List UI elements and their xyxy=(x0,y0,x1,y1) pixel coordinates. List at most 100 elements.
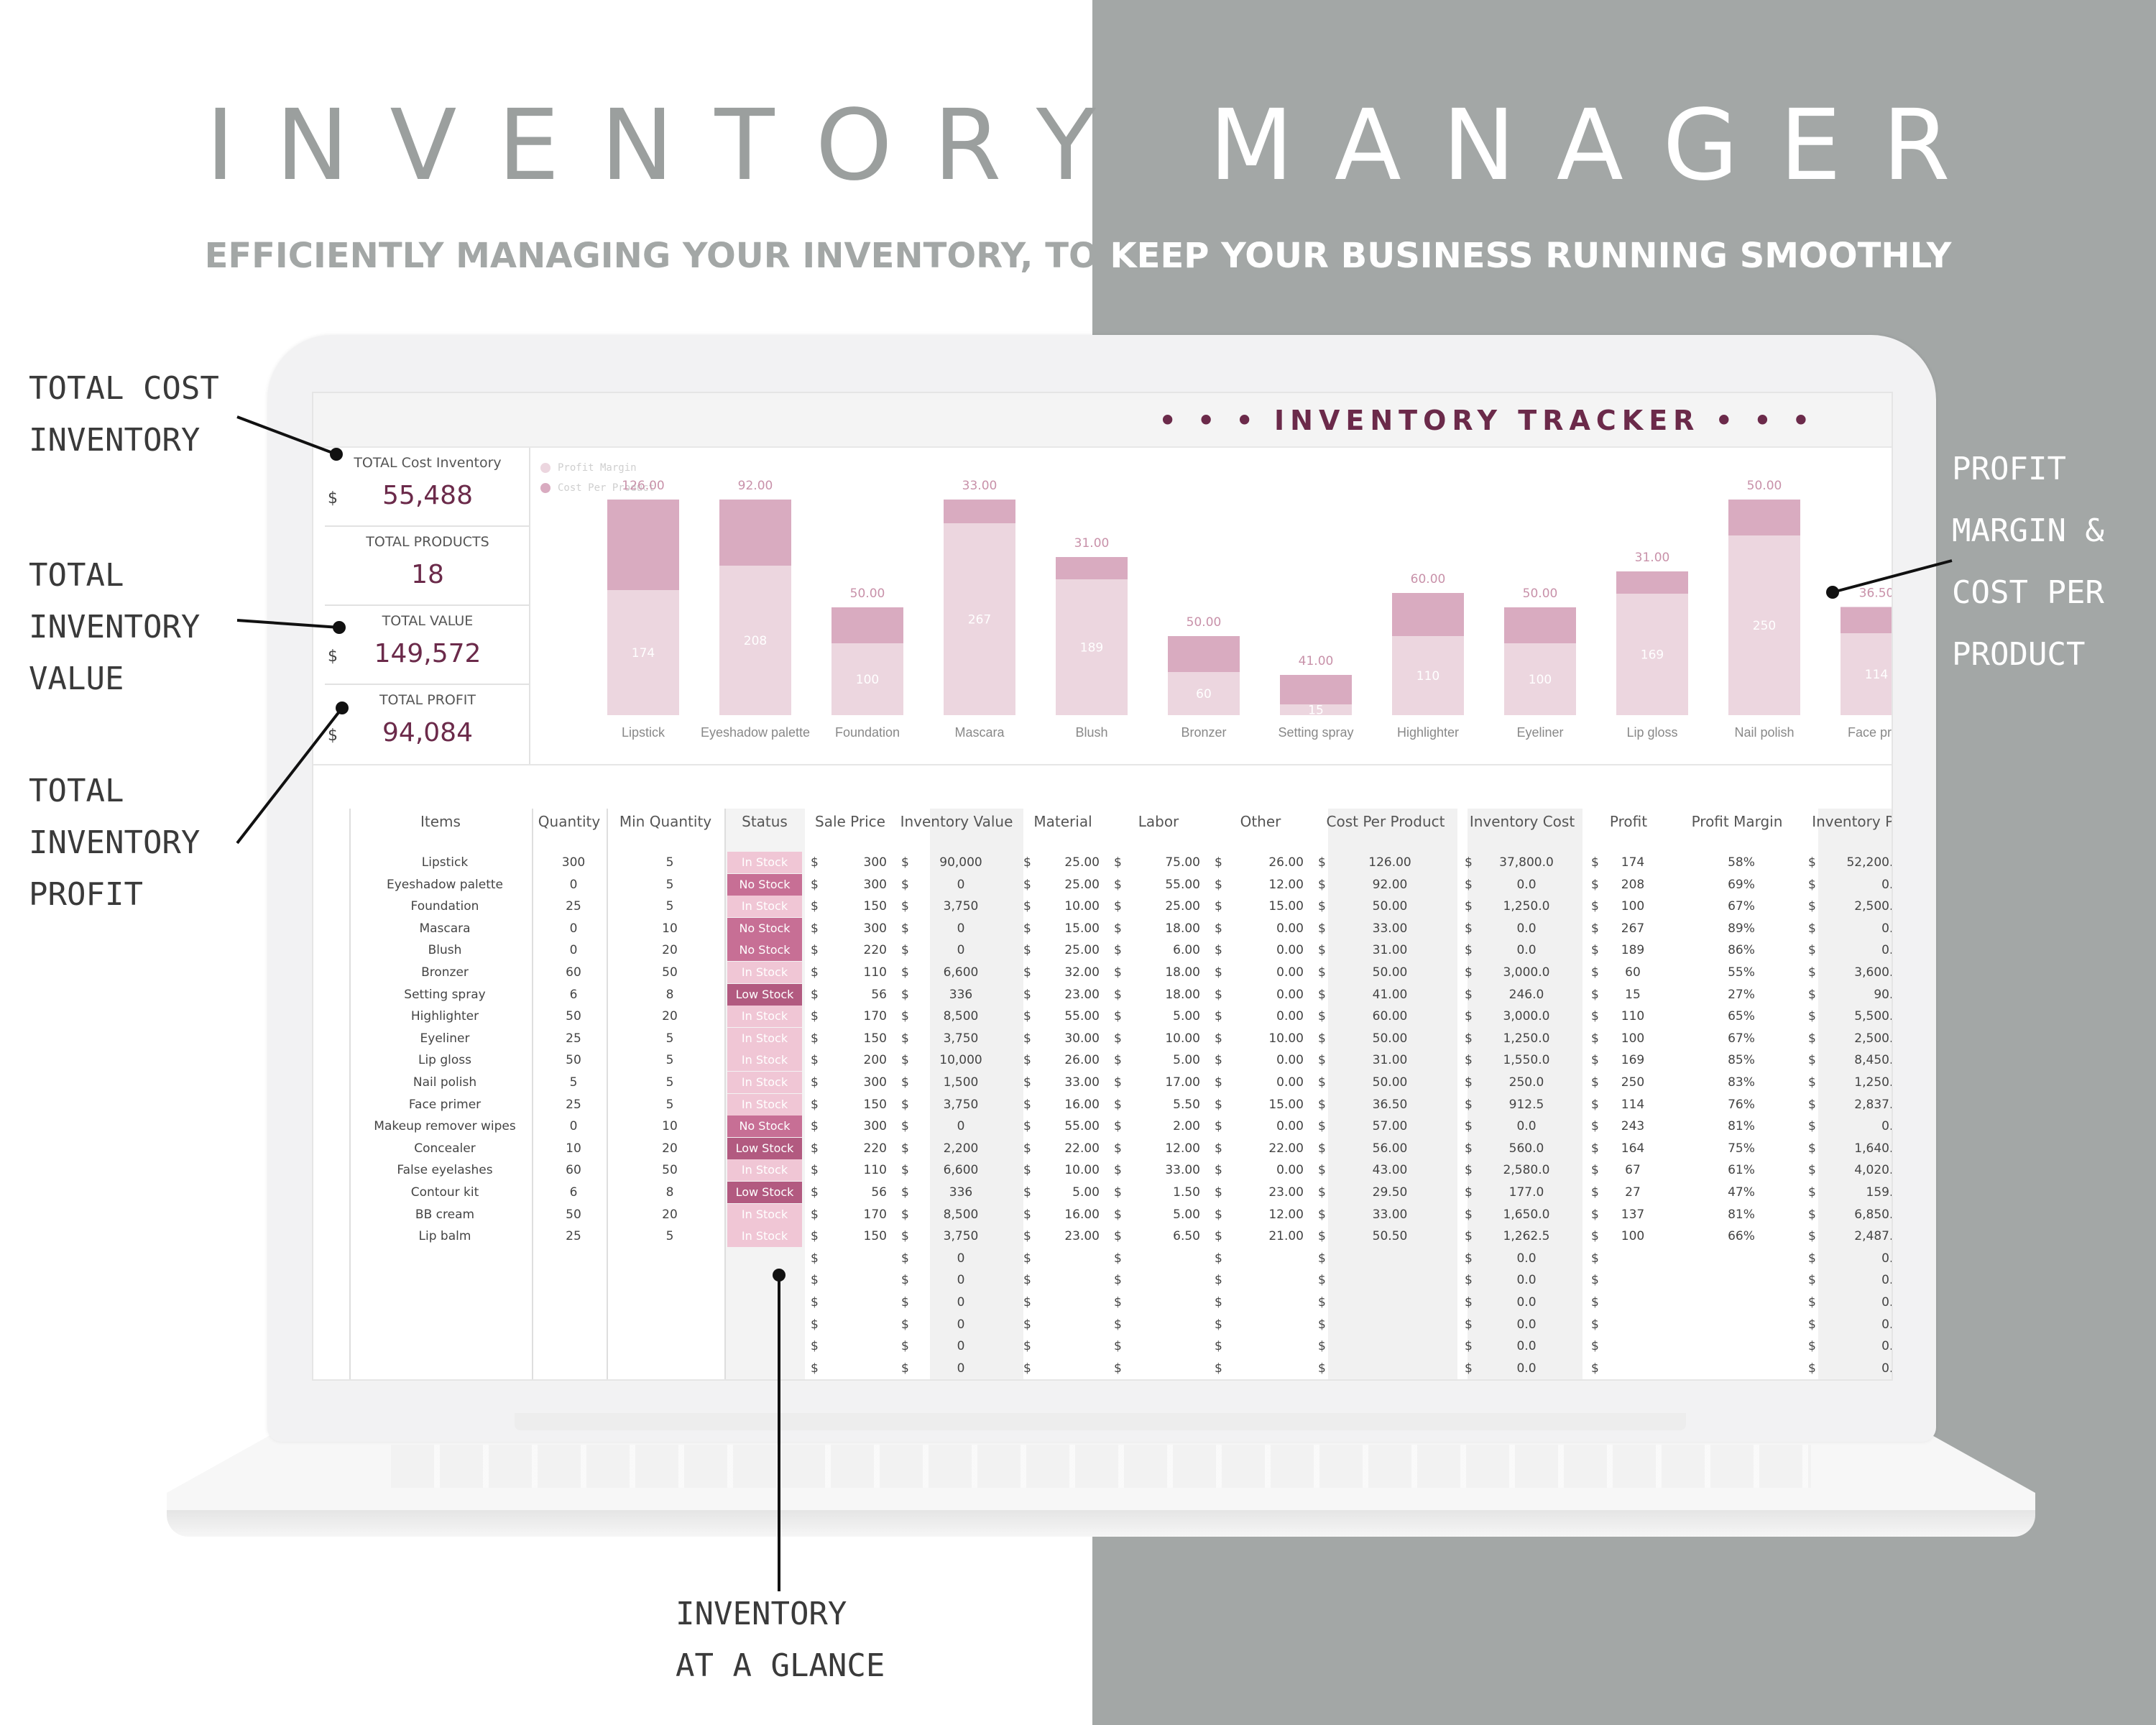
table-cell: Foundation xyxy=(410,899,479,914)
currency-symbol: $ xyxy=(1591,1295,1599,1310)
currency-symbol: $ xyxy=(1023,1053,1031,1068)
table-cell: 15 xyxy=(1625,987,1641,1002)
table-cell: 5 xyxy=(665,1075,674,1090)
table-cell: 110 xyxy=(863,965,887,980)
currency-symbol: $ xyxy=(1114,1207,1122,1222)
currency-symbol: $ xyxy=(901,1207,909,1222)
bar-profit-margin xyxy=(719,566,791,715)
table-cell: Lip gloss xyxy=(418,1053,472,1068)
table-cell: 50 xyxy=(662,1163,678,1178)
table-cell: 33.00 xyxy=(1165,1163,1200,1178)
currency-symbol: $ xyxy=(1591,1141,1599,1156)
table-cell: 56 xyxy=(871,987,887,1002)
bar-profit-margin xyxy=(1392,636,1464,715)
table-cell: 43.00 xyxy=(1372,1163,1408,1178)
bar-cost-per-product xyxy=(719,500,791,566)
table-cell: 300 xyxy=(561,855,586,870)
table-cell: 0.00 xyxy=(1276,1163,1304,1178)
table-cell: 25 xyxy=(566,1097,581,1112)
laptop-hinge xyxy=(515,1413,1686,1430)
table-cell: 0.00 xyxy=(1276,1119,1304,1134)
bar-profit-margin xyxy=(831,643,903,715)
currency-symbol: $ xyxy=(1023,1119,1031,1134)
table-cell: 0.00 xyxy=(1881,921,1893,936)
table-cell: 55% xyxy=(1728,965,1755,980)
currency-symbol: $ xyxy=(328,489,338,507)
currency-symbol: $ xyxy=(1318,1009,1326,1024)
currency-symbol: $ xyxy=(1465,1273,1473,1288)
table-cell: 0.0 xyxy=(1516,1273,1537,1288)
currency-symbol: $ xyxy=(1023,855,1031,870)
data-label-cost: 33.00 xyxy=(962,479,998,493)
table-cell: 60.00 xyxy=(1372,1009,1408,1024)
table-cell: 2,200 xyxy=(943,1141,979,1156)
currency-symbol: $ xyxy=(901,1097,909,1112)
data-label-profit: 189 xyxy=(1080,641,1103,656)
currency-symbol: $ xyxy=(1023,1163,1031,1178)
table-cell: 5 xyxy=(665,1053,674,1068)
table-cell: 1,250.0 xyxy=(1503,899,1550,914)
table-cell: 33.00 xyxy=(1064,1075,1100,1090)
table-cell: 2,580.0 xyxy=(1503,1163,1550,1178)
table-cell: 0.00 xyxy=(1881,1273,1893,1288)
inventory-value-column-bg xyxy=(930,809,1023,1379)
legend-label: Profit Margin xyxy=(558,462,637,474)
table-cell: 300 xyxy=(863,855,887,870)
currency-symbol: $ xyxy=(1114,965,1122,980)
currency-symbol: $ xyxy=(1808,1163,1816,1178)
table-cell: 0.0 xyxy=(1516,1251,1537,1266)
table-cell: 0.0 xyxy=(1516,921,1537,936)
table-cell: 0.00 xyxy=(1276,965,1304,980)
currency-symbol: $ xyxy=(1215,965,1222,980)
currency-symbol: $ xyxy=(1465,1163,1473,1178)
table-cell: 2.00 xyxy=(1173,1119,1200,1134)
data-label-cost: 36.50 xyxy=(1859,586,1893,601)
table-cell: 69% xyxy=(1728,877,1755,892)
currency-symbol: $ xyxy=(901,1295,909,1310)
data-label-cost: 60.00 xyxy=(1411,572,1446,586)
currency-symbol: $ xyxy=(1318,1207,1326,1222)
x-tick-label: Mascara xyxy=(954,725,1005,740)
currency-symbol: $ xyxy=(1808,1317,1816,1332)
currency-symbol: $ xyxy=(901,877,909,892)
tracker-header: • • • INVENTORY TRACKER • • • xyxy=(313,393,1892,448)
table-cell: 100 xyxy=(1621,899,1645,914)
column-header: Labor xyxy=(1138,813,1179,830)
currency-symbol: $ xyxy=(901,943,909,958)
data-label-cost: 50.00 xyxy=(1523,586,1558,601)
table-cell: 2,500.00 xyxy=(1854,899,1893,914)
laptop-shadow xyxy=(167,1508,2035,1537)
table-cell: 25.00 xyxy=(1064,855,1100,870)
currency-symbol: $ xyxy=(811,1317,819,1332)
inventory-profit-column-bg xyxy=(1818,809,1892,1379)
currency-symbol: $ xyxy=(811,965,819,980)
table-cell: 86% xyxy=(1728,943,1755,958)
currency-symbol: $ xyxy=(1591,921,1599,936)
table-cell: 6.50 xyxy=(1173,1229,1200,1244)
table-cell: 220 xyxy=(863,1141,887,1156)
table-cell: 159.00 xyxy=(1866,1185,1893,1200)
table-cell: Setting spray xyxy=(404,987,486,1002)
table-cell: 5.50 xyxy=(1173,1097,1200,1112)
table-cell: 23.00 xyxy=(1064,1229,1100,1244)
data-label-cost: 41.00 xyxy=(1299,654,1334,668)
table-cell: 110 xyxy=(863,1163,887,1178)
table-cell: 0.00 xyxy=(1276,987,1304,1002)
data-label-profit: 174 xyxy=(632,646,655,661)
table-cell: 0 xyxy=(957,1339,965,1354)
table-cell: 60 xyxy=(566,1163,581,1178)
currency-symbol: $ xyxy=(1591,1031,1599,1046)
currency-symbol: $ xyxy=(1318,965,1326,980)
currency-symbol: $ xyxy=(1808,943,1816,958)
status-badge: In Stock xyxy=(727,962,802,983)
table-cell: 0.00 xyxy=(1881,1361,1893,1376)
data-label-cost: 31.00 xyxy=(1635,551,1670,565)
table-cell: 10,000 xyxy=(939,1053,982,1068)
table-cell: Blush xyxy=(428,943,462,958)
currency-symbol: $ xyxy=(1114,1031,1122,1046)
legend-item-profit: Profit Margin xyxy=(540,458,655,478)
currency-symbol: $ xyxy=(1591,899,1599,914)
currency-symbol: $ xyxy=(1465,1295,1473,1310)
table-cell: 1.50 xyxy=(1173,1185,1200,1200)
currency-symbol: $ xyxy=(1318,921,1326,936)
